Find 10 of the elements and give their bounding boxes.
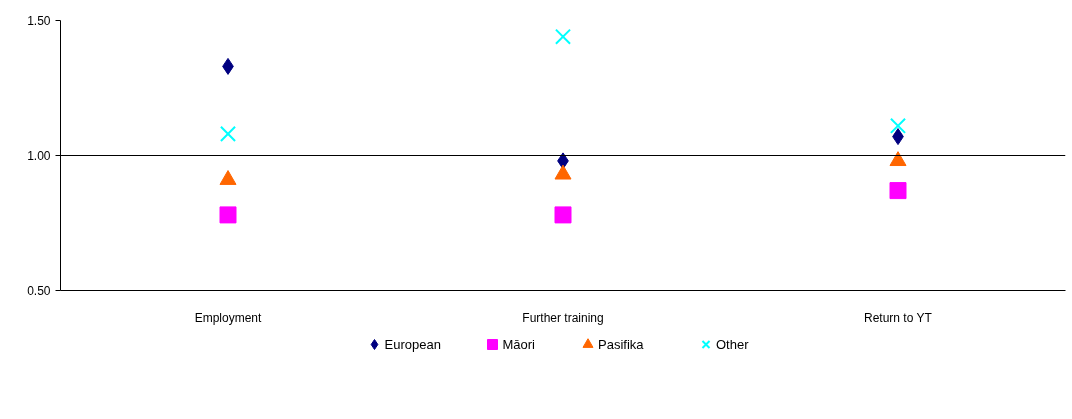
legend-label: Pasifika — [598, 337, 645, 352]
legend-label: Other — [716, 337, 750, 352]
x-tick-label: Employment — [194, 310, 263, 325]
y-tick-label: 1.50 — [27, 14, 51, 28]
y-tick-label: 0.50 — [27, 284, 51, 298]
legend-label: European — [384, 337, 441, 352]
y-tick-label: 1.00 — [27, 149, 51, 163]
x-tick-label: Further training — [522, 310, 604, 325]
x-tick-label: Return to YT — [863, 310, 933, 325]
legend-label: Māori — [502, 337, 536, 352]
